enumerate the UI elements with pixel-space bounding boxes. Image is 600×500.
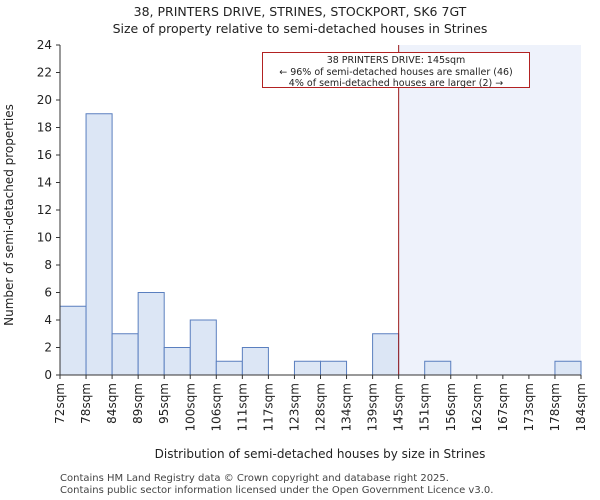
bar-123sqm	[293, 360, 322, 376]
x-tick-label: 178sqm	[548, 383, 562, 431]
x-tick-label: 78sqm	[79, 383, 93, 424]
x-tick-label: 151sqm	[418, 383, 432, 431]
x-tick-label: 162sqm	[470, 383, 484, 431]
x-tick-label: 100sqm	[183, 383, 197, 431]
x-tick-label: 167sqm	[496, 383, 510, 431]
annotation-line-3: 4% of semi-detached houses are larger (2…	[288, 78, 504, 89]
footer-line-1: Contains HM Land Registry data © Crown c…	[60, 473, 449, 484]
x-tick-label: 145sqm	[392, 383, 406, 431]
x-tick-label: 106sqm	[209, 383, 223, 431]
y-tick-label: 22	[37, 66, 52, 80]
bar-139sqm	[372, 333, 400, 376]
bar-95sqm	[163, 347, 191, 376]
x-tick-label: 156sqm	[444, 383, 458, 431]
bar-106sqm	[215, 360, 243, 376]
y-tick-label: 6	[44, 286, 52, 300]
y-tick-label: 4	[44, 313, 52, 327]
annotation-line-2: ← 96% of semi-detached houses are smalle…	[279, 66, 513, 78]
annotation-box: 38 PRINTERS DRIVE: 145sqm ← 96% of semi-…	[262, 52, 530, 89]
x-tick-label: 84sqm	[105, 383, 119, 424]
bar-100sqm	[189, 319, 217, 376]
x-tick-label: 184sqm	[574, 383, 588, 431]
y-tick-label: 10	[37, 231, 52, 245]
bar-178sqm	[554, 360, 582, 376]
x-tick-label: 89sqm	[131, 383, 145, 424]
y-tick-label: 12	[37, 203, 52, 217]
chart-subtitle: Size of property relative to semi-detach…	[112, 21, 488, 36]
bar-128sqm	[320, 360, 348, 376]
bar-89sqm	[137, 292, 165, 376]
x-tick-label: 111sqm	[235, 383, 249, 431]
x-tick-label: 117sqm	[261, 383, 275, 431]
y-tick-label: 18	[37, 121, 52, 135]
footer-line-2: Contains public sector information licen…	[60, 485, 494, 496]
x-tick-label: 139sqm	[366, 383, 380, 431]
highlight-region	[398, 45, 581, 375]
y-tick-label: 20	[37, 93, 52, 107]
x-axis-label: Distribution of semi-detached houses by …	[155, 447, 486, 461]
y-tick-label: 0	[44, 368, 52, 382]
y-axis-label: Number of semi-detached properties	[2, 104, 16, 326]
x-tick-label: 72sqm	[53, 383, 67, 424]
x-tick-label: 134sqm	[340, 383, 354, 431]
annotation-line-1: 38 PRINTERS DRIVE: 145sqm	[326, 55, 466, 66]
x-tick-label: 123sqm	[287, 383, 301, 431]
bar-84sqm	[111, 333, 139, 376]
bar-72sqm	[59, 305, 87, 376]
y-tick-label: 16	[37, 148, 52, 162]
bar-151sqm	[424, 360, 452, 376]
y-tick-label: 24	[37, 38, 52, 52]
bar-111sqm	[241, 347, 269, 376]
x-tick-label: 173sqm	[522, 383, 536, 431]
bar-78sqm	[85, 113, 113, 376]
x-tick-label: 95sqm	[157, 383, 171, 424]
y-tick-label: 2	[44, 341, 52, 355]
x-tick-label: 128sqm	[314, 383, 328, 431]
y-tick-label: 14	[37, 176, 52, 190]
chart-title: 38, PRINTERS DRIVE, STRINES, STOCKPORT, …	[133, 4, 467, 19]
y-tick-label: 8	[44, 258, 52, 272]
